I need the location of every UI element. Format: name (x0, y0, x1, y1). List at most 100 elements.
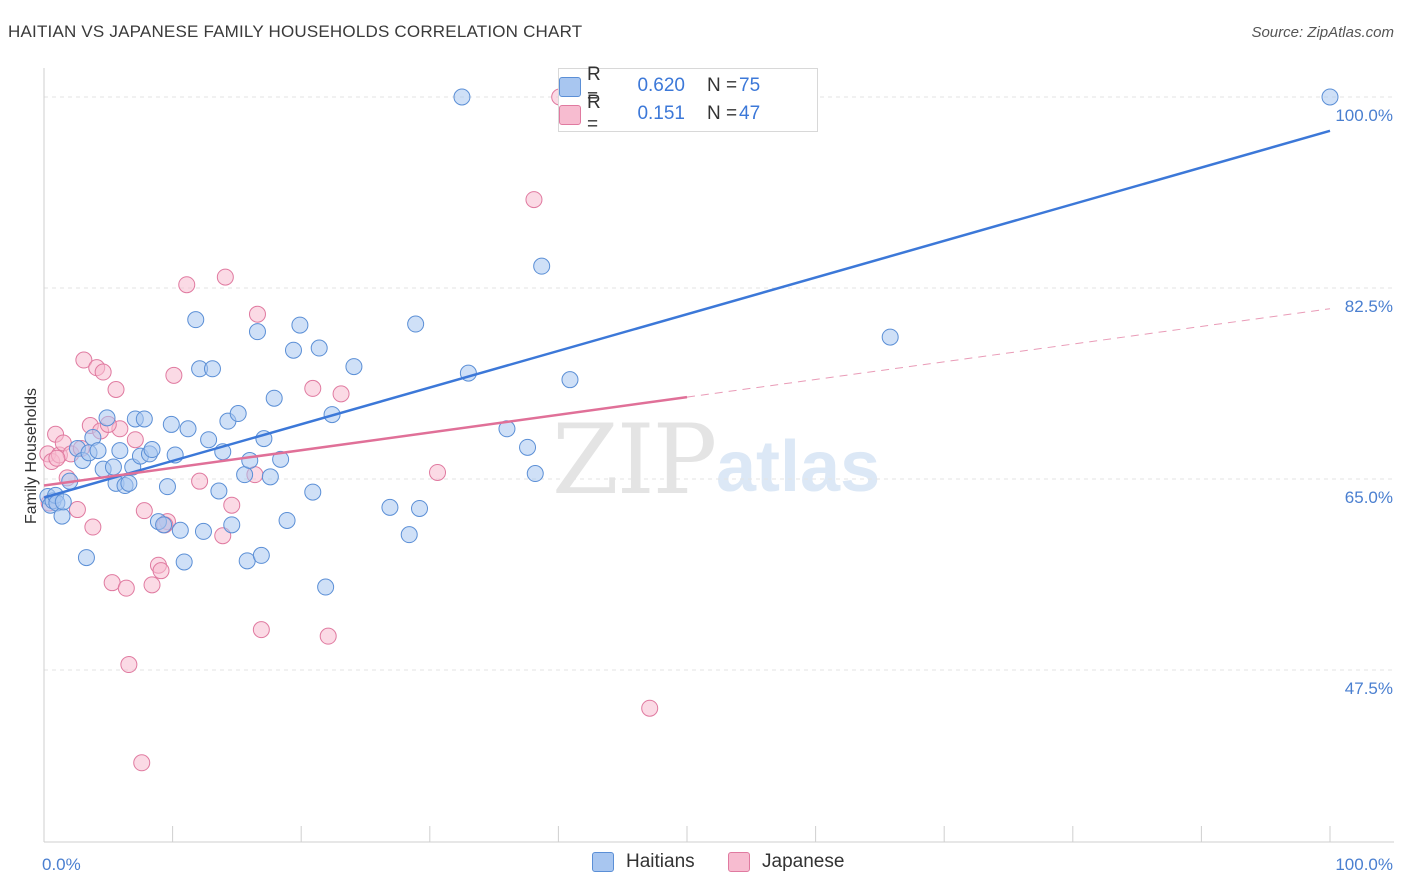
haitian-point (200, 431, 218, 449)
trend-lines (43, 129, 1331, 499)
japanese-point (94, 363, 112, 381)
japanese-point (126, 431, 144, 449)
haitian-point (158, 478, 176, 496)
japanese-points (39, 88, 659, 772)
haitian-point (111, 442, 129, 460)
legend-label-japanese: Japanese (762, 851, 845, 872)
n-label: N = (707, 103, 738, 124)
haitian-point (411, 499, 429, 517)
r-value: 0.151 (637, 103, 685, 124)
japanese-point (75, 351, 93, 369)
grid-lines (44, 96, 1394, 671)
haitian-point (519, 438, 537, 456)
japanese-point (191, 472, 209, 490)
japanese-point (252, 621, 270, 639)
haitian-point (317, 578, 335, 596)
japanese-point (103, 574, 121, 592)
japanese-point (178, 276, 196, 294)
haitian-point (310, 339, 328, 357)
japanese-point (120, 656, 138, 674)
haitian-swatch (592, 852, 614, 872)
haitian-point (400, 526, 418, 544)
haitian-point (162, 415, 180, 433)
haitian-point (407, 315, 425, 333)
japanese-point (429, 463, 447, 481)
chart-title: HAITIAN VS JAPANESE FAMILY HOUSEHOLDS CO… (8, 22, 583, 41)
haitian-point (89, 442, 107, 460)
haitian-swatch (559, 77, 581, 97)
haitian-trend-line (43, 129, 1331, 499)
japanese-point (248, 305, 266, 323)
y-tick-label: 100.0% (1335, 106, 1393, 125)
y-axis-label: Family Households (23, 388, 40, 524)
legend-row-haitians: R = 0.620 N = 75 (559, 64, 760, 107)
n-label: N = (707, 75, 738, 96)
haitian-point (241, 451, 259, 469)
japanese-swatch (559, 105, 581, 125)
haitian-point (1321, 88, 1339, 106)
japanese-swatch (728, 852, 750, 872)
haitian-point (304, 483, 322, 501)
r-label: R = (587, 64, 601, 107)
n-value: 47 (739, 103, 761, 124)
japanese-point (152, 562, 170, 580)
japanese-point (525, 191, 543, 209)
japanese-point (641, 699, 659, 717)
legend-row-japanese: R = 0.151 N = 47 (559, 92, 761, 135)
haitian-point (179, 420, 197, 438)
haitian-points (39, 88, 1339, 596)
japanese-point (68, 501, 86, 519)
japanese-point (216, 268, 234, 286)
haitian-point (143, 441, 161, 459)
legend-item-haitians[interactable]: Haitians (592, 851, 695, 873)
haitian-point (533, 257, 551, 275)
haitian-point (54, 493, 72, 511)
haitian-point (284, 341, 302, 359)
haitian-point (561, 371, 579, 389)
haitian-point (291, 316, 309, 334)
japanese-point (117, 579, 135, 597)
japanese-point (107, 381, 125, 399)
japanese-point (332, 385, 350, 403)
r-value: 0.620 (637, 75, 685, 96)
haitian-point (104, 458, 122, 476)
haitian-point (526, 465, 544, 483)
japanese-trend-extension (686, 308, 1331, 398)
japanese-point (84, 518, 102, 536)
japanese-point (304, 379, 322, 397)
haitian-point (881, 328, 899, 346)
haitian-point (171, 521, 189, 539)
watermark-atlas: atlas (716, 427, 881, 507)
haitian-point (236, 466, 254, 484)
haitian-point (120, 474, 138, 492)
haitian-point (203, 360, 221, 378)
haitian-point (238, 552, 256, 570)
haitian-point (381, 498, 399, 516)
japanese-point (135, 502, 153, 520)
haitian-point (98, 409, 116, 427)
haitian-point (278, 511, 296, 529)
x-tick-label: 0.0% (42, 855, 81, 874)
haitian-point (453, 88, 471, 106)
legend-label-haitians: Haitians (626, 851, 695, 872)
y-tick-label: 65.0% (1345, 488, 1393, 507)
haitian-point (265, 389, 283, 407)
y-tick-label: 82.5% (1345, 297, 1393, 316)
haitian-point (53, 507, 71, 525)
haitian-point (175, 553, 193, 571)
japanese-point (214, 527, 232, 545)
haitian-point (77, 549, 95, 567)
y-tick-label: 47.5% (1345, 679, 1393, 698)
legend-item-japanese[interactable]: Japanese (728, 851, 844, 873)
japanese-point (319, 627, 337, 645)
r-label: R = (587, 92, 601, 135)
watermark-zip: ZIP (552, 404, 717, 516)
haitian-point (194, 522, 212, 540)
japanese-trend-line (43, 395, 688, 487)
japanese-point (143, 576, 161, 594)
haitian-point (261, 468, 279, 486)
haitian-point (210, 482, 228, 500)
japanese-point (223, 496, 241, 514)
x-tick-label: 100.0% (1335, 855, 1393, 874)
